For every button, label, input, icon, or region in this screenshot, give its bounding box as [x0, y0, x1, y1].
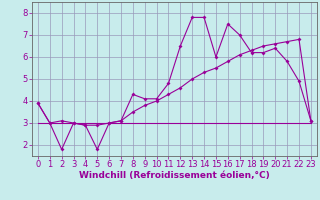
- X-axis label: Windchill (Refroidissement éolien,°C): Windchill (Refroidissement éolien,°C): [79, 171, 270, 180]
